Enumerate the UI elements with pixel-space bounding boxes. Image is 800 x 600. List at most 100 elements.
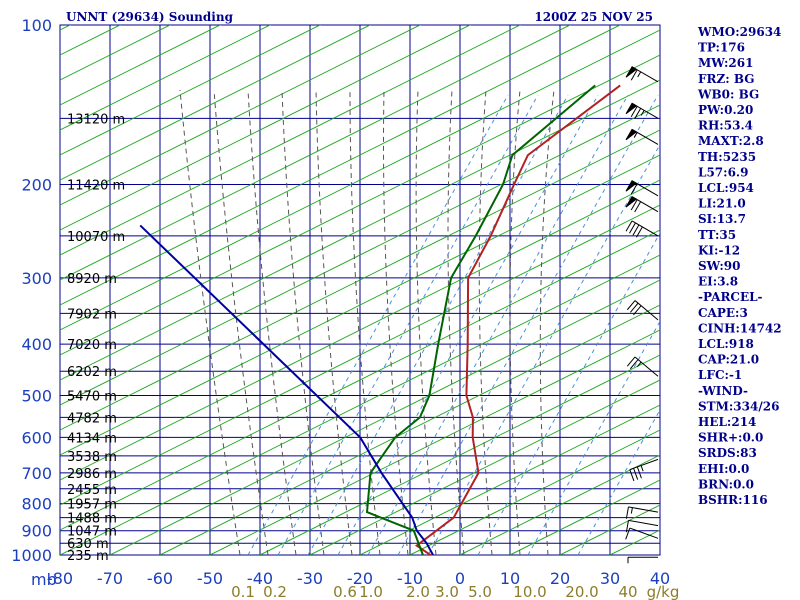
stability-index-item: BRN:0.0 [698,477,754,491]
mixing-ratio-line [307,94,569,555]
moist-adiabat [478,89,493,555]
stability-index-item: STM:334/26 [698,399,779,413]
height-label: 10070 m [67,230,125,245]
wind-barb [625,519,659,533]
stability-index-item: LCL:954 [698,181,754,195]
mixing-ratio-line [367,94,629,555]
wind-barb [625,102,659,119]
wind-barb [625,506,659,519]
dry-adiabat [60,79,660,381]
dry-adiabat [60,25,622,306]
mixing-ratio-line [427,143,660,555]
pressure-tick-label: 400 [21,335,52,354]
wind-barb [625,66,659,83]
mixing-ratio-line [247,94,509,555]
temperature-tick-label: -80 [47,569,73,588]
dry-adiabat [60,129,660,431]
dry-adiabat [60,25,522,256]
dry-adiabat [159,304,660,555]
height-label: 7902 m [67,307,117,322]
mixing-ratio-line [277,94,539,555]
moist-adiabat [509,89,521,555]
stability-index-item: BSHR:116 [698,493,768,507]
wind-barb [626,300,659,321]
pressure-tick-label: 200 [21,176,52,195]
dry-adiabat [60,25,322,156]
dry-adiabat [60,179,660,481]
height-label: 7020 m [67,338,117,353]
parcel-profile-extension [139,224,361,439]
pressure-tick-label: 500 [21,386,52,405]
parcel-profile [359,436,434,555]
dry-adiabat [60,154,660,456]
station-title: UNNT (29634) Sounding [66,10,234,24]
mixing-ratio-line [527,320,660,555]
mixing-ratio-label: 1.0 [359,583,383,600]
height-label: 2455 m [67,483,117,498]
height-label: 630 m [67,537,109,552]
stability-index-item: TT:35 [698,228,736,242]
wind-barb [625,527,659,540]
pressure-tick-label: 600 [21,428,52,447]
wind-barb [625,220,659,238]
mixing-ratio-label: 10.0 [513,583,546,600]
height-label: 1488 m [67,512,117,527]
temperature-tick-label: 20 [550,569,570,588]
pressure-tick-label: 900 [21,522,52,541]
stability-index-item: LI:21.0 [698,197,746,211]
moist-adiabat [213,89,269,555]
wind-barb [625,128,659,145]
temperature-tick-label: 10 [500,569,520,588]
dry-adiabat [60,204,660,506]
pressure-tick-label: 800 [21,495,52,514]
stability-index-item: CINH:14742 [698,321,782,335]
height-label: 13120 m [67,112,125,127]
pressure-tick-label: 1000 [11,546,52,565]
height-label: 235 m [67,549,109,564]
temperature-tick-label: 40 [650,569,670,588]
mixing-ratio-label: 20.0 [565,583,598,600]
dry-adiabat [60,25,172,81]
wind-barb [625,180,659,197]
dry-adiabat [60,25,272,131]
dry-adiabat [60,229,660,531]
moist-adiabat [315,89,353,555]
mixing-ratio-label: 2.0 [406,583,430,600]
dry-adiabat [259,354,660,555]
adiabat-layer [60,25,660,555]
wind-barb [626,356,659,377]
dry-adiabat [109,279,660,555]
mixing-ratio-label: 40 [618,583,637,600]
mixing-ratio-line [577,408,660,555]
wind-barb-layer [625,66,659,564]
wind-barb [627,556,658,564]
moist-adiabat [447,89,465,555]
dry-adiabat [60,25,422,206]
height-label: 4782 m [67,411,117,426]
sounding-time: 1200Z 25 NOV 25 [534,10,653,24]
temperature-tick-label: 30 [600,569,620,588]
mixing-ratio-label: 0.6 [333,583,357,600]
stability-index-item: HEL:214 [698,415,756,429]
stability-index-item: KI:-12 [698,243,740,257]
stability-index-item: MW:261 [698,56,753,70]
pressure-unit-label: mb [31,570,57,589]
temperature-profile [414,84,621,555]
stability-index-item: WMO:29634 [697,25,781,39]
stability-index-item: CAPE:3 [698,306,748,320]
stability-index-item: SHR+:0.0 [698,431,763,445]
pressure-tick-label: 100 [21,16,52,35]
dry-adiabat [60,25,372,181]
height-label: 4134 m [67,431,117,446]
dry-adiabat [60,54,660,356]
dry-adiabat [60,104,660,406]
temperature-tick-label: -30 [297,569,323,588]
moist-adiabat [247,89,297,555]
stability-index-item: -WIND- [698,384,748,398]
temperature-tick-label: -70 [97,569,123,588]
mixing-ratio-label: 0.1 [231,583,255,600]
stability-index-item: SI:13.7 [698,212,746,226]
mixing-ratio-label: 5.0 [468,583,492,600]
height-label: 1047 m [67,525,117,540]
